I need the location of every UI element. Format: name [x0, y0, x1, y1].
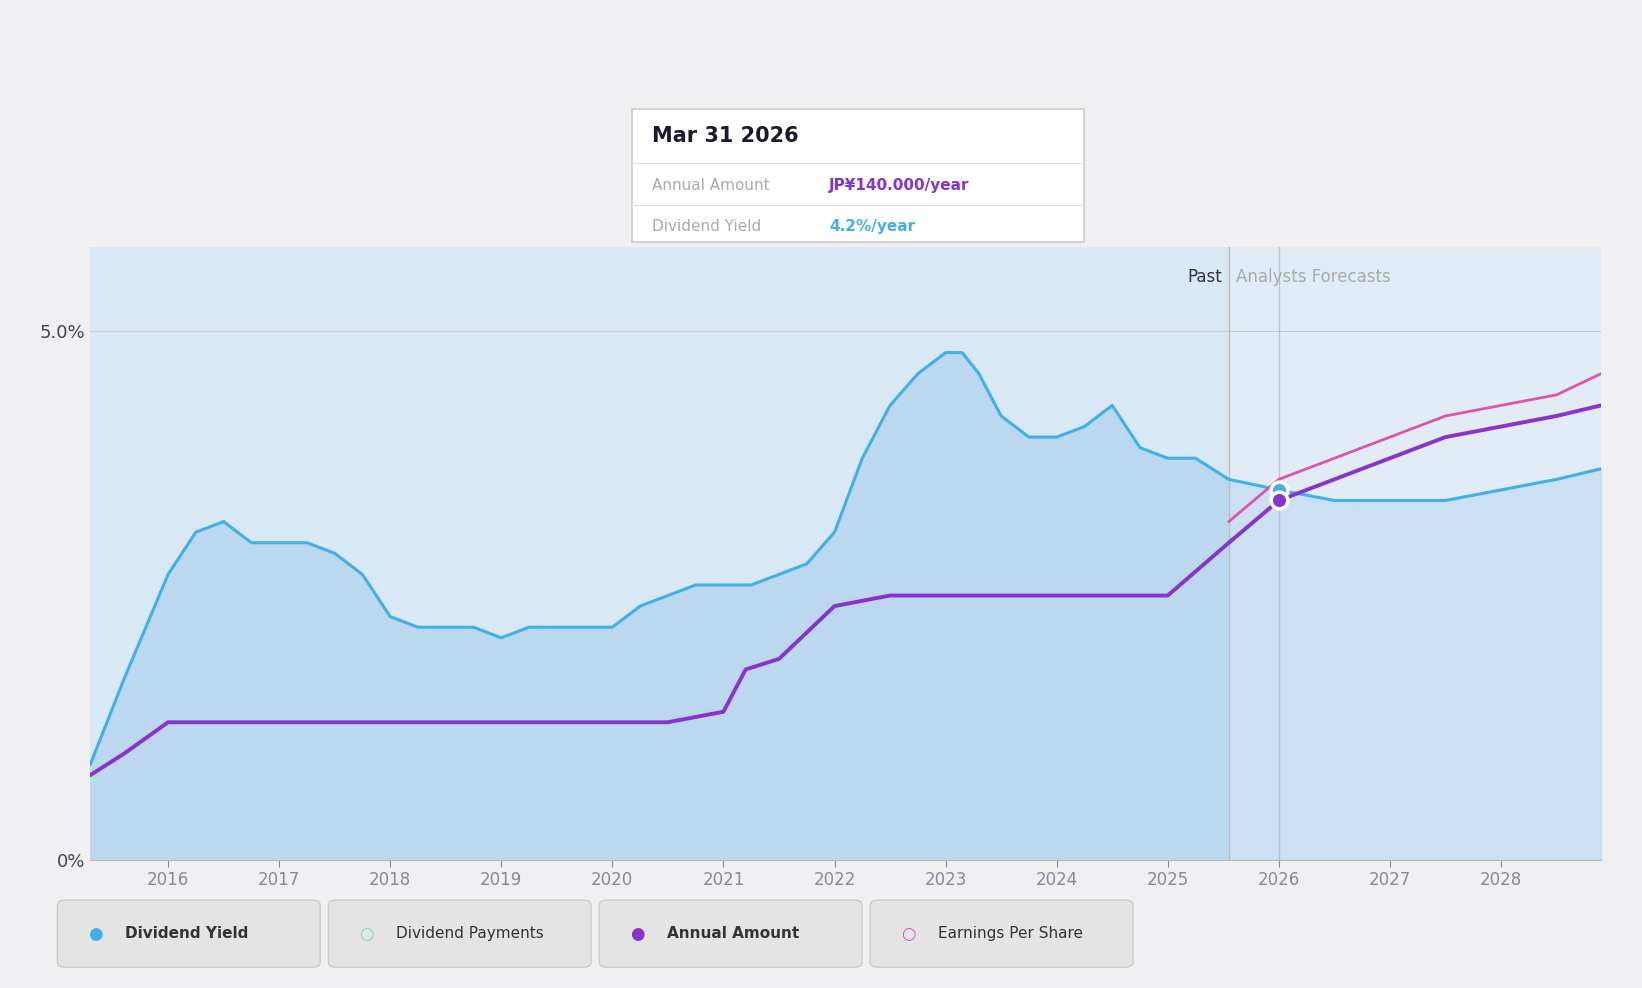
Text: Annual Amount: Annual Amount: [667, 926, 800, 942]
Text: ●: ●: [89, 925, 102, 943]
Text: 4.2%/year: 4.2%/year: [829, 219, 915, 234]
Text: JP¥140.000/year: JP¥140.000/year: [829, 178, 970, 193]
Text: Annual Amount: Annual Amount: [652, 178, 770, 193]
Text: ●: ●: [631, 925, 644, 943]
Bar: [1228, 247, 1601, 860]
Text: Dividend Yield: Dividend Yield: [652, 219, 762, 234]
Text: Earnings Per Share: Earnings Per Share: [938, 926, 1082, 942]
Text: Dividend Payments: Dividend Payments: [396, 926, 544, 942]
Text: Past: Past: [1187, 269, 1222, 287]
Text: Dividend Yield: Dividend Yield: [125, 926, 248, 942]
Bar: [90, 247, 1228, 860]
Text: ○: ○: [360, 925, 373, 943]
Text: Analysts Forecasts: Analysts Forecasts: [1235, 269, 1391, 287]
Text: ○: ○: [901, 925, 915, 943]
Text: Mar 31 2026: Mar 31 2026: [652, 126, 798, 146]
